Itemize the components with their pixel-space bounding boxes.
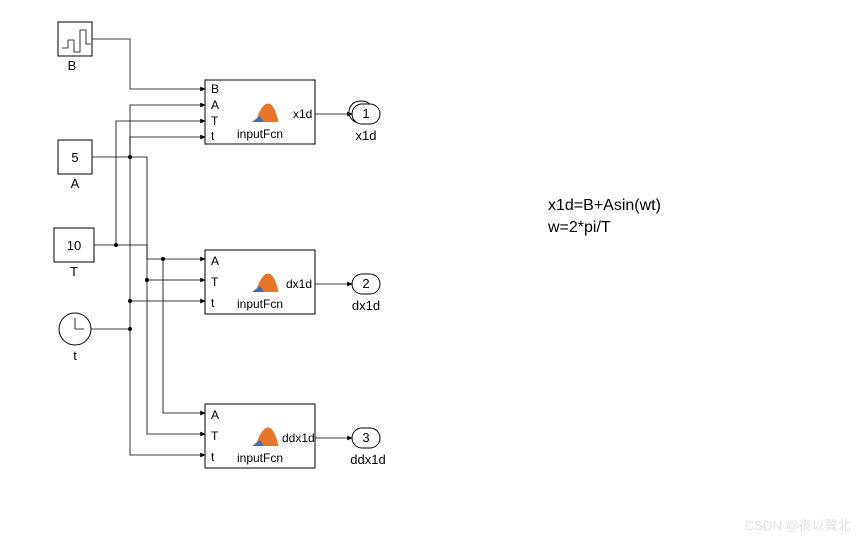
wire-t-fcn1 [130,137,205,301]
fcn1-port-A: A [211,98,219,112]
outport-3-num: 3 [362,430,369,445]
outport-2[interactable]: 2 dx1d [352,274,380,313]
source-label-A: A [71,176,80,191]
watermark-text: CSDN @夜以冀北 [745,518,851,533]
fcn2-fnname: inputFcn [237,297,283,311]
fcn2-port-A: A [211,254,219,268]
source-value-A: 5 [71,150,78,165]
wire-t-fcn2 [130,301,205,329]
fcn-block-3[interactable]: A T t ddx1d inputFcn [205,404,315,468]
fcn3-port-T: T [211,429,219,443]
wire-T-fcn1 [116,121,205,245]
equation-line1: x1d=B+Asin(wt) [548,197,661,214]
outport-3-label: ddx1d [350,452,385,467]
source-value-T: 10 [67,238,81,253]
fcn-block-1[interactable]: B A T t x1d inputFcn [205,80,315,144]
fcn1-fnname: inputFcn [237,127,283,141]
source-label-B: B [68,58,77,73]
wire-A-fcn1 [130,105,205,157]
fcn1-port-T: T [211,114,219,128]
fcn1-port-B: B [211,82,219,96]
fcn3-port-A: A [211,408,219,422]
source-label-T: T [70,264,78,279]
source-label-t: t [73,348,77,363]
wire-t-fcn3 [130,329,205,455]
wire-A-fcn3 [163,259,205,413]
outport-3[interactable]: 3 ddx1d [350,428,385,467]
fcn-block-2[interactable]: A T t dx1d inputFcn [205,250,315,314]
outport-2-label: dx1d [352,298,380,313]
wire-B-fcn1 [92,39,205,89]
source-block-A[interactable]: 5 A [58,140,92,191]
wire-T-fcn2 [116,245,205,280]
fcn3-output-name: ddx1d [282,431,315,445]
fcn2-output-name: dx1d [286,277,312,291]
outport-1-num: 1 [362,106,369,121]
fcn3-fnname: inputFcn [237,451,283,465]
source-block-B[interactable]: B [58,22,92,73]
fcn1-output-name: x1d [293,107,312,121]
fcn2-port-T: T [211,275,219,289]
outport-1-label: x1d [356,128,377,143]
wire-T-fcn3 [147,280,205,434]
source-block-t[interactable]: t [59,313,91,363]
outport-1[interactable]: 1 x1d [349,101,380,143]
source-block-T[interactable]: 10 T [54,228,94,279]
outport-2-num: 2 [362,276,369,291]
equation-line2: w=2*pi/T [547,219,611,236]
